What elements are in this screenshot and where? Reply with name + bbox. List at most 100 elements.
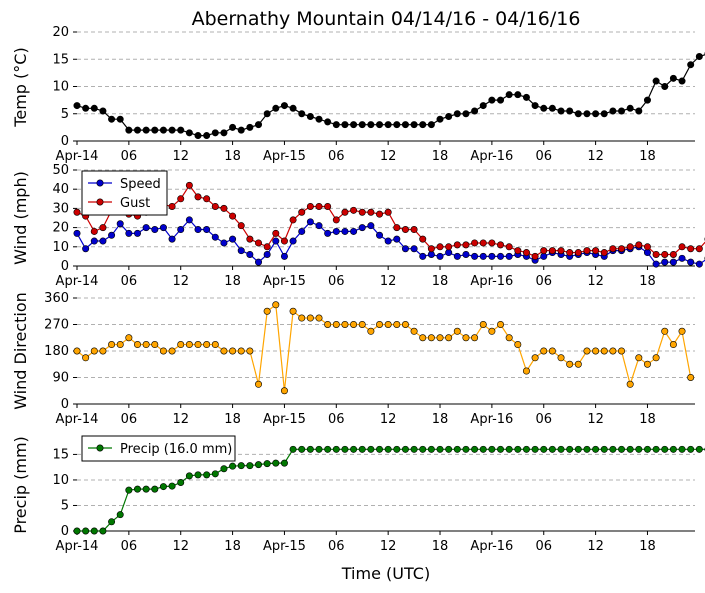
data-point xyxy=(73,527,81,535)
x-tick-label: 06 xyxy=(121,539,138,554)
legend-marker xyxy=(96,444,104,452)
data-point xyxy=(497,252,505,260)
data-point xyxy=(82,245,90,253)
data-point xyxy=(453,327,461,335)
data-point xyxy=(367,445,375,453)
data-point xyxy=(350,445,358,453)
data-point xyxy=(185,181,193,189)
data-point xyxy=(289,216,297,224)
data-point xyxy=(401,226,409,234)
legend-marker xyxy=(96,198,104,206)
x-tick-label: 12 xyxy=(587,539,604,554)
data-point xyxy=(471,445,479,453)
data-point xyxy=(315,222,323,230)
data-point xyxy=(583,110,591,118)
data-point xyxy=(151,126,159,134)
data-point xyxy=(367,208,375,216)
y-axis-label: Wind Direction xyxy=(11,292,30,410)
data-point xyxy=(324,202,332,210)
data-point xyxy=(479,445,487,453)
data-point xyxy=(99,527,107,535)
x-axis-label: Time (UTC) xyxy=(341,564,430,583)
data-point xyxy=(574,249,582,257)
data-point xyxy=(246,347,254,355)
y-tick-label: 15 xyxy=(52,52,69,67)
data-point xyxy=(306,218,314,226)
x-tick-label: Apr-16 xyxy=(470,274,513,289)
data-point xyxy=(108,115,116,123)
data-point xyxy=(497,96,505,104)
data-point xyxy=(280,387,288,395)
data-point xyxy=(280,102,288,110)
y-tick-label: 0 xyxy=(61,134,69,149)
data-point xyxy=(134,341,142,349)
data-point xyxy=(229,212,237,220)
x-tick-label: Apr-15 xyxy=(263,539,306,554)
data-point xyxy=(324,320,332,328)
data-point xyxy=(669,258,677,266)
data-point xyxy=(384,121,392,129)
data-point xyxy=(159,126,167,134)
data-point xyxy=(324,445,332,453)
data-point xyxy=(583,347,591,355)
x-tick-label: 18 xyxy=(639,539,656,554)
data-point xyxy=(540,347,548,355)
data-point xyxy=(376,231,384,239)
data-point xyxy=(263,250,271,258)
x-tick-label: 18 xyxy=(432,539,449,554)
data-point xyxy=(73,229,81,237)
data-point xyxy=(272,459,280,467)
data-point xyxy=(548,445,556,453)
x-tick-label: 18 xyxy=(432,274,449,289)
data-point xyxy=(488,252,496,260)
x-tick-label: 06 xyxy=(121,274,138,289)
y-tick-label: 0 xyxy=(61,397,69,412)
data-point xyxy=(151,226,159,234)
data-point xyxy=(678,445,686,453)
x-tick-label: 06 xyxy=(535,539,552,554)
data-point xyxy=(298,208,306,216)
data-point xyxy=(695,53,703,61)
data-point xyxy=(99,237,107,245)
data-point xyxy=(194,132,202,140)
y-tick-label: 180 xyxy=(44,344,69,359)
data-point xyxy=(574,360,582,368)
data-point xyxy=(531,252,539,260)
data-point xyxy=(643,96,651,104)
data-point xyxy=(367,327,375,335)
data-point xyxy=(540,252,548,260)
data-point xyxy=(237,126,245,134)
data-point xyxy=(220,239,228,247)
data-point xyxy=(436,445,444,453)
data-point xyxy=(410,121,418,129)
data-point xyxy=(229,347,237,355)
data-point xyxy=(255,380,263,388)
data-point xyxy=(514,91,522,99)
data-point xyxy=(661,327,669,335)
data-point xyxy=(453,241,461,249)
x-tick-label: 18 xyxy=(432,412,449,427)
data-point xyxy=(376,210,384,218)
data-point xyxy=(401,320,409,328)
legend-label: Speed xyxy=(120,177,161,192)
data-point xyxy=(453,445,461,453)
x-tick-label: Apr-14 xyxy=(56,412,99,427)
data-point xyxy=(600,347,608,355)
y-axis-label: Precip (mm) xyxy=(11,436,30,534)
data-point xyxy=(203,132,211,140)
data-point xyxy=(185,341,193,349)
data-point xyxy=(203,471,211,479)
data-point xyxy=(177,195,185,203)
data-point xyxy=(315,314,323,322)
data-point xyxy=(652,260,660,268)
y-tick-label: 10 xyxy=(52,240,69,255)
data-point xyxy=(125,486,133,494)
data-point xyxy=(298,445,306,453)
data-point xyxy=(505,334,513,342)
data-point xyxy=(255,121,263,129)
data-point xyxy=(462,250,470,258)
data-point xyxy=(384,237,392,245)
data-point xyxy=(298,227,306,235)
panel-3: 0 90 180 270 360 Apr-14 06 12 18 Apr-15 06 12 18 Apr-… xyxy=(11,291,695,427)
data-point xyxy=(289,307,297,315)
